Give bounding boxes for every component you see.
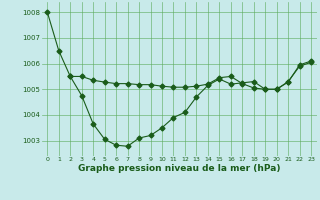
X-axis label: Graphe pression niveau de la mer (hPa): Graphe pression niveau de la mer (hPa) <box>78 164 280 173</box>
